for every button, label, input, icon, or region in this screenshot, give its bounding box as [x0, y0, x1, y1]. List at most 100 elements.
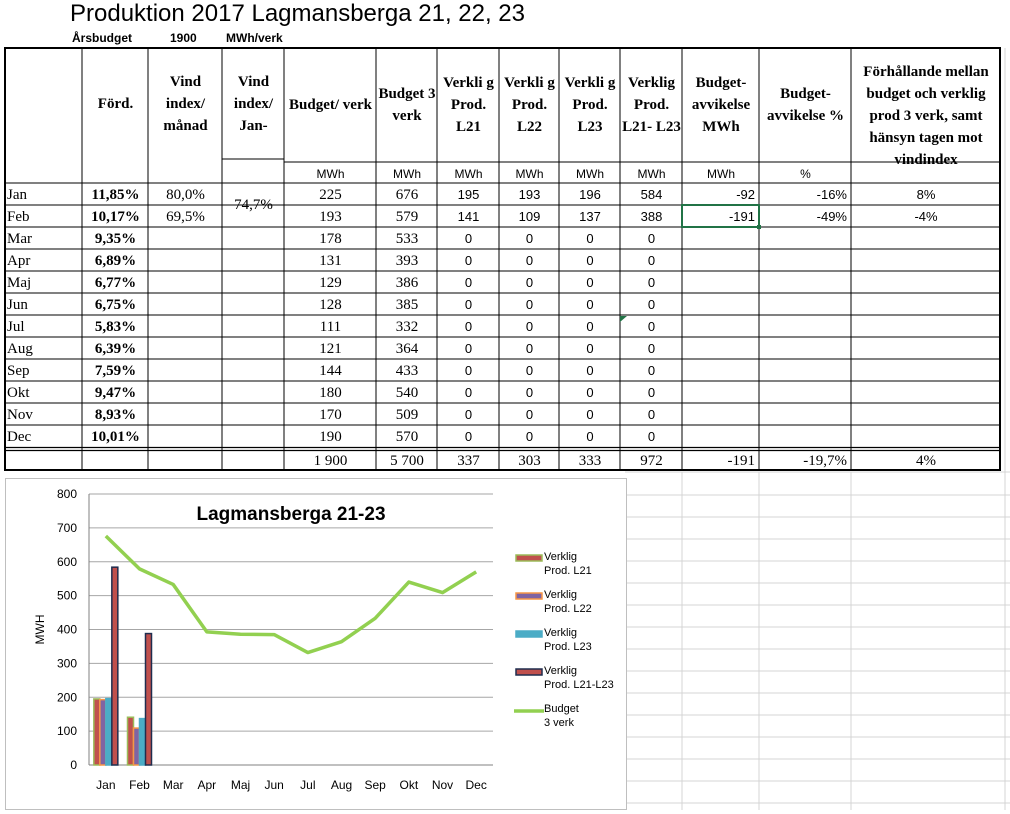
cell-l22[interactable]: 0 — [525, 407, 534, 422]
cell-forhallande[interactable] — [852, 316, 1000, 338]
cell-l22[interactable]: 0 — [525, 297, 534, 312]
cell-avvikelse-mwh[interactable] — [683, 404, 755, 426]
cell-budget-3verk[interactable]: 533 — [395, 231, 419, 247]
budget-value[interactable]: 1900 — [170, 31, 197, 45]
cell-l22[interactable]: 0 — [525, 319, 534, 334]
cell-forhallande[interactable] — [852, 338, 1000, 360]
cell-month[interactable]: Feb — [7, 209, 30, 225]
cell-avvikelse-pct[interactable] — [760, 272, 847, 294]
total-budget-3verk[interactable]: 5 700 — [390, 453, 424, 469]
cell-avvikelse-pct[interactable]: -16% — [816, 187, 847, 202]
cell-l21-l23[interactable]: 0 — [647, 341, 656, 356]
cell-l21[interactable]: 0 — [464, 407, 473, 422]
cell-avvikelse-mwh[interactable] — [683, 294, 755, 316]
cell-vind-manad[interactable] — [149, 360, 222, 382]
cell-l21-l23[interactable]: 388 — [640, 209, 663, 224]
cell-l21-l23[interactable]: 0 — [647, 275, 656, 290]
cell-budget-verk[interactable]: 190 — [319, 429, 342, 445]
cell-l23[interactable]: 0 — [586, 385, 594, 400]
cell-l22[interactable]: 0 — [525, 231, 534, 246]
unit-avvikelse-pct[interactable]: % — [800, 167, 811, 181]
total-l22[interactable]: 303 — [518, 453, 541, 469]
header-l23[interactable]: Verkli g Prod. L23 — [564, 75, 616, 135]
cell-l21[interactable]: 0 — [464, 297, 473, 312]
cell-l21-l23[interactable]: 0 — [647, 385, 656, 400]
cell-l21[interactable]: 0 — [464, 363, 473, 378]
cell-l21[interactable]: 0 — [464, 231, 473, 246]
cell-vind-manad[interactable] — [149, 426, 222, 448]
cell-forhallande[interactable] — [852, 426, 1000, 448]
cell-budget-3verk[interactable]: 385 — [395, 297, 419, 313]
header-avvikelse-pct[interactable]: Budget- avvikelse % — [766, 86, 845, 124]
total-budget-verk[interactable]: 1 900 — [313, 453, 348, 469]
total-avvikelse-pct[interactable]: -19,7% — [803, 453, 847, 469]
cell-budget-verk[interactable]: 180 — [319, 385, 342, 401]
cell-avvikelse-pct[interactable] — [760, 404, 847, 426]
cell-budget-verk[interactable]: 121 — [319, 341, 342, 357]
cell-budget-verk[interactable]: 170 — [319, 407, 342, 423]
cell-vind-manad[interactable]: 80,0% — [166, 187, 205, 203]
cell-l22[interactable]: 0 — [525, 275, 534, 290]
cell-month[interactable]: Okt — [7, 385, 30, 401]
cell-avvikelse-mwh[interactable] — [683, 360, 755, 382]
total-l23[interactable]: 333 — [578, 453, 602, 469]
cell-budget-3verk[interactable]: 364 — [395, 341, 419, 357]
cell-l21-l23[interactable]: 0 — [647, 297, 656, 312]
cell-month[interactable]: Maj — [7, 275, 32, 291]
header-budget-3verk[interactable]: Budget 3 verk — [378, 86, 436, 124]
cell-budget-3verk[interactable]: 579 — [395, 209, 419, 225]
cell-avvikelse-mwh[interactable]: -92 — [736, 187, 755, 202]
cell-avvikelse-pct[interactable] — [760, 316, 847, 338]
cell-vind-manad[interactable] — [149, 272, 222, 294]
cell-budget-3verk[interactable]: 676 — [395, 187, 419, 203]
header-l22[interactable]: Verkli g Prod. L22 — [504, 75, 555, 135]
total-l21-l23[interactable]: 972 — [640, 453, 663, 469]
cell-l21[interactable]: 0 — [464, 319, 473, 334]
cell-l21[interactable]: 195 — [457, 187, 480, 202]
cell-month[interactable]: Jun — [7, 297, 28, 313]
cell-month[interactable]: Jan — [7, 187, 27, 203]
cell-ford[interactable]: 8,93% — [94, 407, 137, 423]
cell-month[interactable]: Apr — [7, 253, 31, 269]
cell-forhallande[interactable] — [852, 382, 1000, 404]
cell-l23[interactable]: 137 — [579, 209, 601, 224]
cell-forhallande[interactable] — [852, 228, 1000, 250]
cell-vind-jan-merged[interactable]: 74,7% — [234, 197, 273, 213]
cell-l21[interactable]: 0 — [464, 385, 473, 400]
cell-avvikelse-mwh[interactable] — [683, 272, 755, 294]
production-chart[interactable]: Lagmansberga 21-23 0 100 200 300 400 500 600 700… — [6, 479, 626, 809]
cell-l23[interactable]: 0 — [586, 275, 594, 290]
cell-l21[interactable]: 0 — [464, 253, 473, 268]
header-l21[interactable]: Verkli g Prod. L21 — [443, 75, 494, 135]
cell-l22[interactable]: 0 — [525, 341, 534, 356]
cell-l21-l23[interactable]: 0 — [647, 253, 656, 268]
cell-l23[interactable]: 0 — [586, 363, 594, 378]
cell-l21[interactable]: 0 — [464, 429, 473, 444]
unit-budget-3verk[interactable]: MWh — [393, 167, 421, 181]
unit-l22[interactable]: MWh — [515, 167, 544, 181]
unit-l21[interactable]: MWh — [454, 167, 483, 181]
cell-budget-3verk[interactable]: 540 — [395, 385, 419, 401]
cell-avvikelse-mwh[interactable] — [683, 426, 755, 448]
cell-ford[interactable]: 6,77% — [94, 275, 137, 291]
cell-month[interactable]: Nov — [7, 407, 33, 423]
cell-budget-verk[interactable]: 178 — [319, 231, 342, 247]
total-l21[interactable]: 337 — [457, 453, 480, 469]
cell-month[interactable]: Aug — [7, 341, 33, 357]
cell-avvikelse-pct[interactable] — [760, 228, 847, 250]
cell-month[interactable]: Sep — [7, 363, 30, 379]
cell-budget-verk[interactable]: 225 — [319, 187, 342, 203]
cell-l23[interactable]: 196 — [579, 187, 601, 202]
cell-budget-3verk[interactable]: 386 — [395, 275, 419, 291]
header-budget-verk[interactable]: Budget/ verk — [289, 97, 372, 113]
cell-l23[interactable]: 0 — [586, 407, 594, 422]
cell-vind-manad[interactable] — [149, 338, 222, 360]
sheet-title[interactable]: Produktion 2017 Lagmansberga 21, 22, 23 — [70, 0, 526, 27]
cell-avvikelse-pct[interactable]: -49% — [816, 209, 847, 224]
cell-l21-l23[interactable]: 0 — [647, 407, 656, 422]
cell-forhallande[interactable]: -4% — [914, 209, 938, 224]
chart-object[interactable]: Lagmansberga 21-23 0 100 200 300 400 500 600 700… — [5, 478, 627, 810]
unit-avvikelse-mwh[interactable]: MWh — [707, 167, 735, 181]
cell-budget-verk[interactable]: 131 — [319, 253, 342, 269]
cell-ford[interactable]: 7,59% — [94, 363, 137, 379]
